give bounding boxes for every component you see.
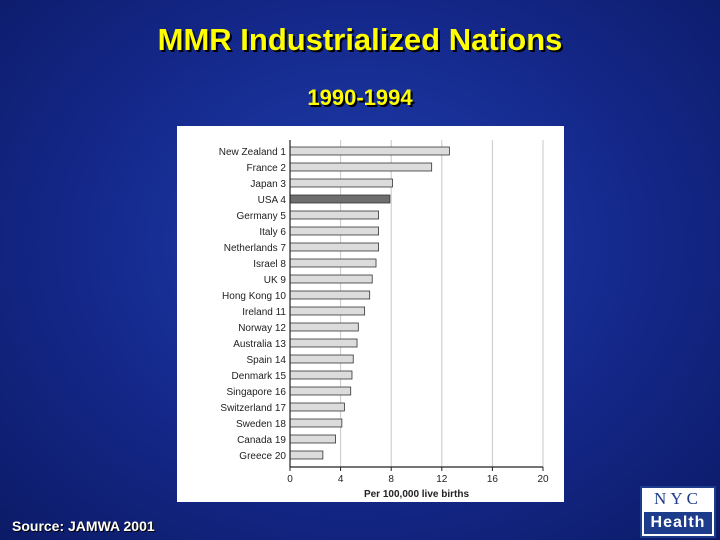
x-axis-label: Per 100,000 live births <box>364 489 470 500</box>
bar-4 <box>289 194 391 204</box>
slide-title: MMR Industrialized Nations <box>157 22 563 57</box>
category-label-20: Greece 20 <box>239 451 286 462</box>
source-note: Source: JAMWA 2001 <box>12 518 155 534</box>
bar-1 <box>289 146 450 156</box>
x-tick-label-3: 12 <box>436 474 448 485</box>
bar-14 <box>289 354 354 364</box>
bar-12 <box>289 322 359 332</box>
bar-16 <box>289 386 352 396</box>
bar-19 <box>289 434 336 444</box>
logo-nyc-text: NYC <box>654 489 702 508</box>
category-label-15: Denmark 15 <box>232 371 287 382</box>
category-label-17: Switzerland 17 <box>220 403 286 414</box>
category-label-5: Germany 5 <box>237 211 287 222</box>
bar-5 <box>289 210 379 220</box>
bar-17 <box>289 402 345 412</box>
category-label-6: Italy 6 <box>259 227 286 238</box>
category-label-18: Sweden 18 <box>236 419 286 430</box>
bar-15 <box>289 370 353 380</box>
category-label-11: Ireland 11 <box>242 307 286 318</box>
category-label-3: Japan 3 <box>250 179 286 190</box>
bar-6 <box>289 226 379 236</box>
chart-panel: New Zealand 1 France 2 Japan 3 USA 4 Germany… <box>177 126 564 502</box>
logo-health-text: Health <box>644 512 712 534</box>
category-label-9: UK 9 <box>264 275 287 286</box>
slide-subtitle: 1990-1994 <box>307 85 413 110</box>
category-label-2: France 2 <box>247 163 287 174</box>
bar-20 <box>289 450 324 460</box>
category-label-16: Singapore 16 <box>227 387 287 398</box>
bar-9 <box>289 274 373 284</box>
bar-3 <box>289 178 393 188</box>
nyc-health-logo: NYC Health <box>640 486 716 538</box>
bar-10 <box>289 290 371 300</box>
bar-7 <box>289 242 379 252</box>
bar-8 <box>289 258 377 268</box>
category-label-8: Israel 8 <box>253 259 286 270</box>
category-label-7: Netherlands 7 <box>224 243 287 254</box>
x-tick-label-5: 20 <box>537 474 549 485</box>
bar-11 <box>289 306 366 316</box>
mmr-bar-chart: New Zealand 1 France 2 Japan 3 USA 4 Germany… <box>219 140 549 500</box>
category-label-14: Spain 14 <box>247 355 287 366</box>
bar-2 <box>289 162 433 172</box>
x-tick-label-4: 16 <box>487 474 499 485</box>
category-label-13: Australia 13 <box>233 339 286 350</box>
category-label-4: USA 4 <box>258 195 287 206</box>
bar-13 <box>289 338 358 348</box>
category-label-19: Canada 19 <box>237 435 286 446</box>
category-label-1: New Zealand 1 <box>219 147 287 158</box>
x-tick-label-0: 0 <box>287 474 293 485</box>
x-tick-label-1: 4 <box>338 474 344 485</box>
x-tick-label-2: 8 <box>388 474 394 485</box>
category-label-12: Norway 12 <box>238 323 286 334</box>
bar-18 <box>289 418 343 428</box>
category-label-10: Hong Kong 10 <box>222 291 286 302</box>
